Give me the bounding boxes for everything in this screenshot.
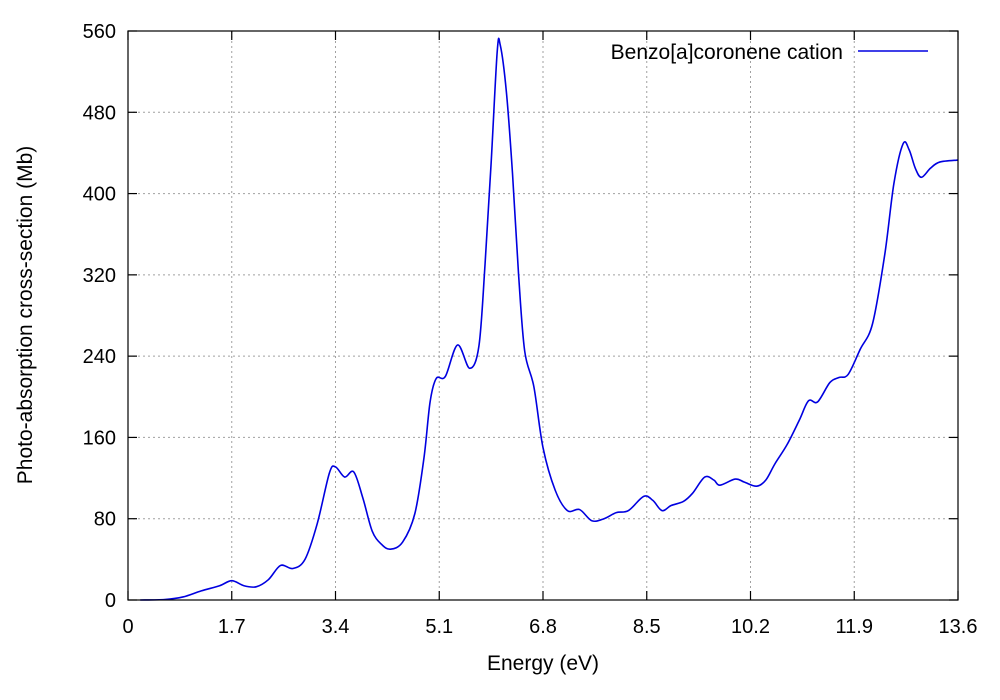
y-tick-label: 160 [83, 427, 116, 449]
y-tick-label: 480 [83, 102, 116, 124]
x-tick-label: 13.6 [939, 616, 978, 638]
series-line-0 [140, 37, 959, 601]
series-layer [140, 37, 959, 601]
tick-labels: 0 1.7 3.4 5.1 6.8 8.5 10.2 11.9 13.6 0 80 160 240 320… [83, 21, 978, 638]
legend: Benzo[a]coronene cation [611, 41, 928, 64]
x-tick-label: 0 [122, 616, 133, 638]
x-tick-label: 6.8 [529, 616, 557, 638]
x-tick-label: 11.9 [836, 616, 873, 638]
x-tick-label: 10.2 [731, 616, 770, 638]
y-tick-label: 80 [94, 509, 116, 531]
x-tick-label: 3.4 [322, 616, 350, 638]
x-tick-label: 8.5 [633, 616, 661, 638]
y-tick-label: 240 [83, 346, 116, 368]
y-tick-label: 560 [83, 21, 116, 43]
y-tick-label: 400 [83, 184, 116, 206]
legend-label: Benzo[a]coronene cation [611, 41, 843, 64]
x-tick-label: 1.7 [218, 616, 246, 638]
y-tick-label: 0 [105, 590, 116, 612]
x-axis-title: Energy (eV) [487, 652, 599, 675]
y-axis-title: Photo-absorption cross-section (Mb) [14, 146, 37, 484]
grid [128, 31, 958, 600]
x-tick-label: 5.1 [425, 616, 453, 638]
ticks [127, 30, 959, 601]
y-tick-label: 320 [83, 265, 116, 287]
